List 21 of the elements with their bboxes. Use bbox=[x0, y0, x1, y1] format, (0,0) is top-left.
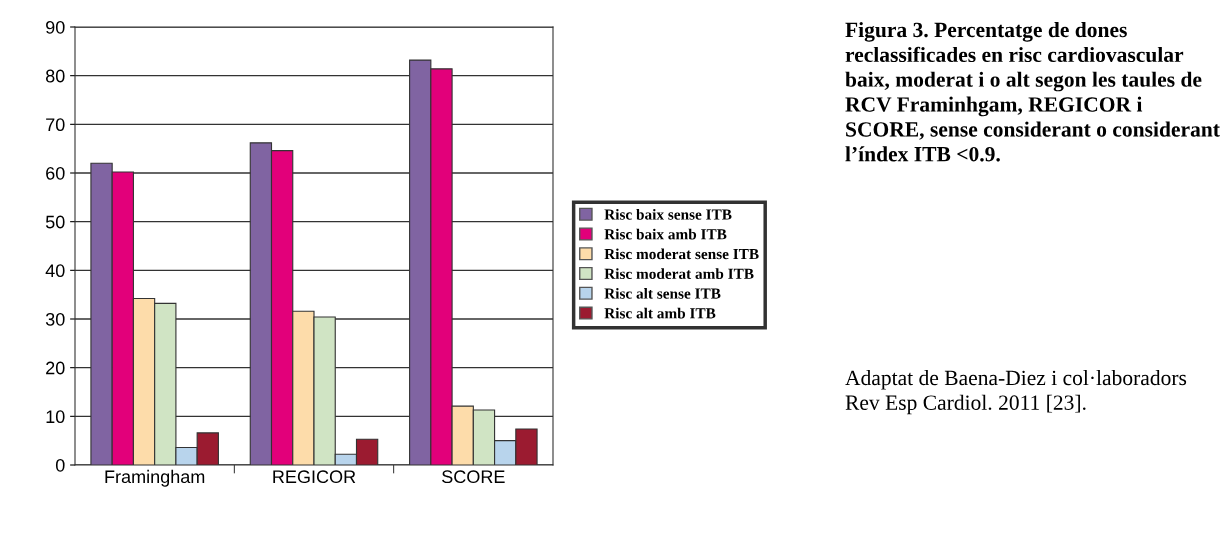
x-tick-label: REGICOR bbox=[273, 470, 356, 484]
y-tick-label: 10 bbox=[46, 410, 65, 424]
y-tick-label: 50 bbox=[45, 215, 65, 229]
y-tick-label: 0 bbox=[55, 458, 65, 472]
y-tick-label: 30 bbox=[45, 312, 65, 326]
legend-label: Risc baix sense ITB bbox=[604, 208, 732, 220]
legend-label: Risc alt amb ITB bbox=[604, 307, 716, 319]
legend-label: Risc moderat amb ITB bbox=[604, 268, 754, 279]
y-tick-label: 20 bbox=[46, 361, 65, 375]
x-tick-label: SCORE bbox=[442, 470, 505, 484]
legend-label: Risc alt sense ITB bbox=[604, 287, 721, 299]
y-tick-label: 90 bbox=[46, 20, 65, 34]
text: Figura 3. Percentatge de dones reclassificades en risc cardiovascular baix, moderat i o alt segon les taules de RCV Framinhgam, REGICOR i SCORE, sense considerant o considerant l’índex ITB <0.9. bbox=[845, 22, 1220, 162]
y-tick-label: 60 bbox=[46, 166, 65, 180]
y-tick-label: 40 bbox=[45, 264, 65, 278]
legend-label: Risc baix amb ITB bbox=[604, 228, 727, 240]
x-tick-label: Framingham bbox=[105, 469, 205, 487]
y-tick-label: 80 bbox=[45, 69, 65, 83]
text: Adaptat de Baena-Diez i col·laboradors Rev Esp Cardiol. 2011 [23]. bbox=[845, 370, 1187, 415]
legend-label: Risc moderat sense ITB bbox=[604, 248, 759, 260]
y-tick-label: 70 bbox=[46, 118, 65, 132]
